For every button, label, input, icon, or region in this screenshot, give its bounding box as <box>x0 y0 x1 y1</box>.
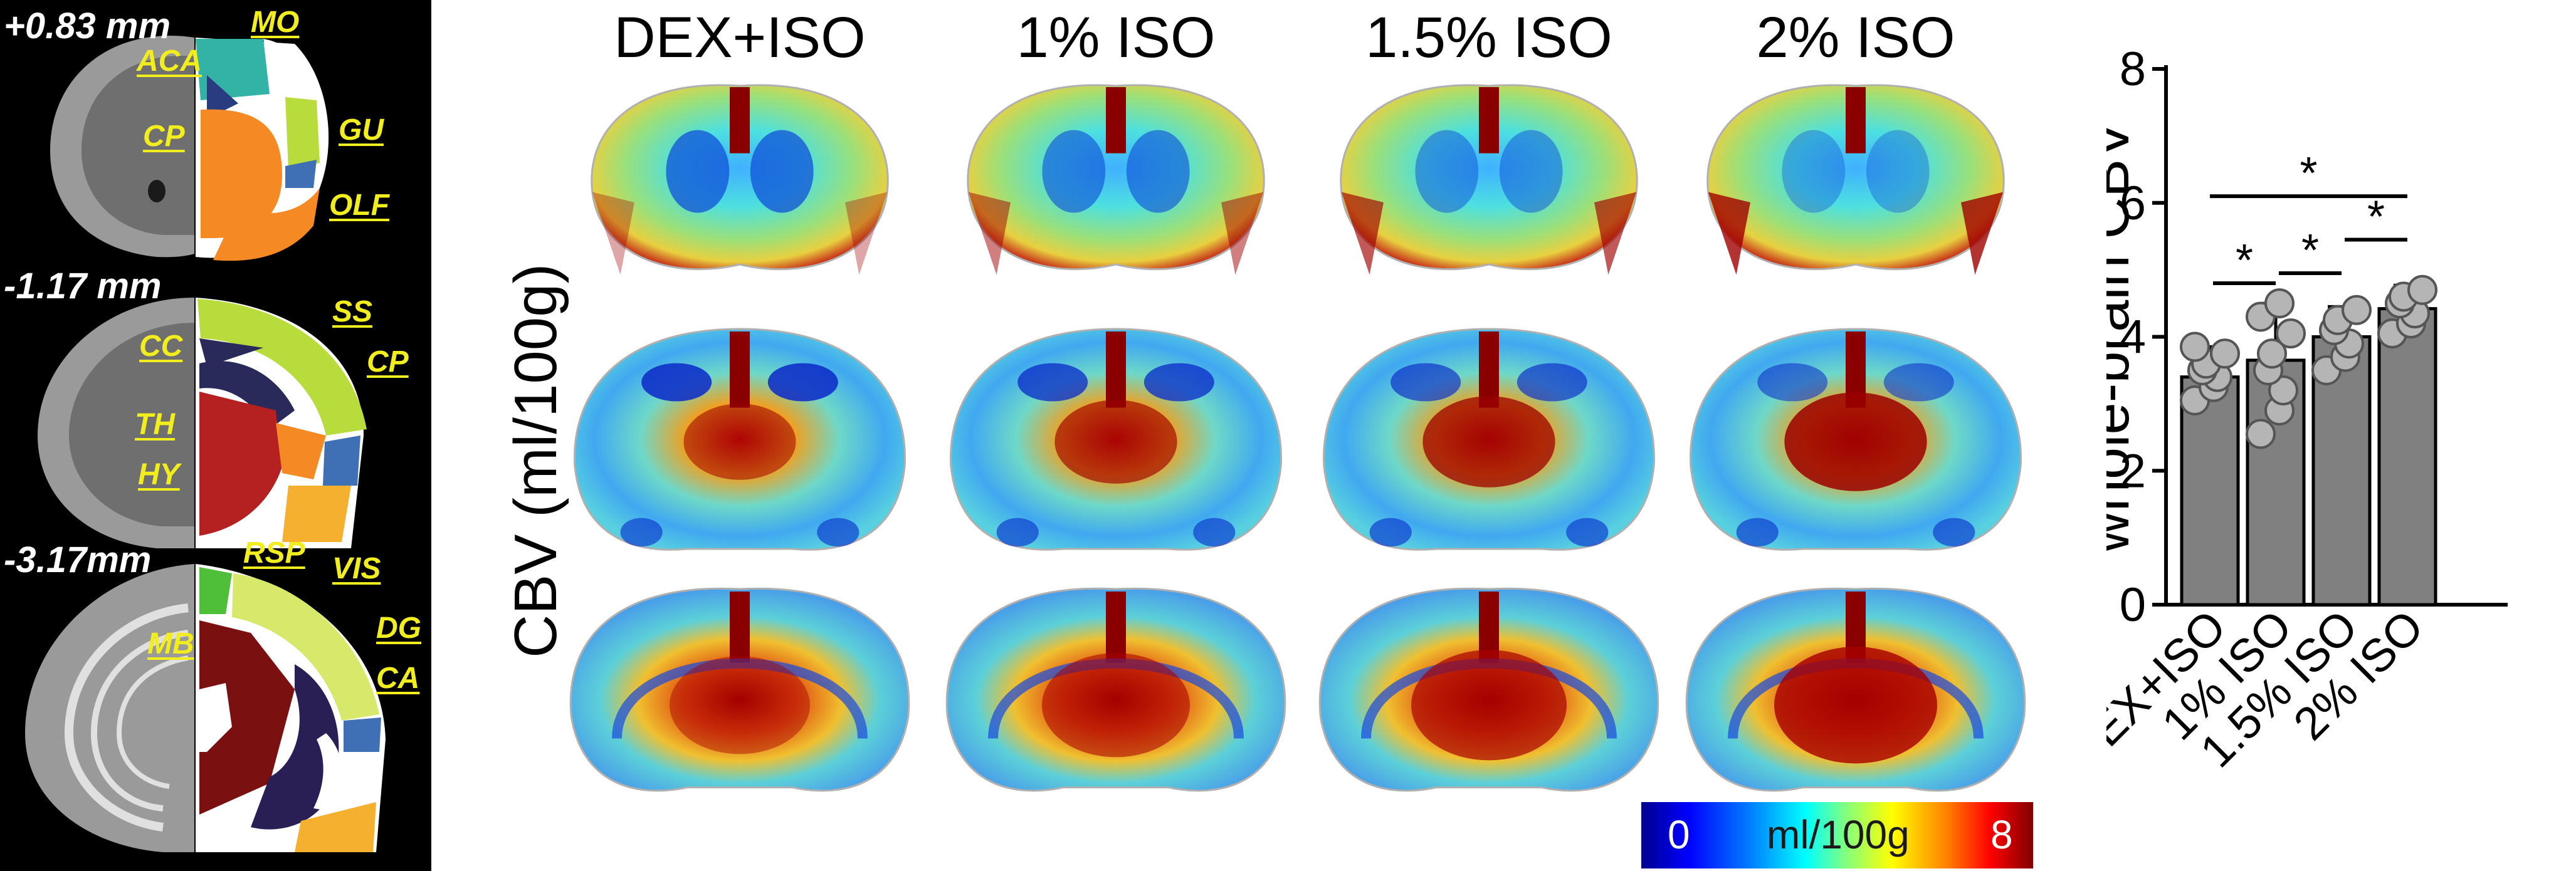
atlas-section-2-illustration <box>38 298 367 548</box>
significance-star-1: * <box>2301 226 2319 276</box>
column-title-1pct-iso: 1% ISO <box>1016 6 1216 70</box>
significance-star-0: * <box>2236 236 2253 286</box>
atlas-section-1-illustration <box>50 35 329 261</box>
data-point-0-6 <box>2180 331 2210 362</box>
atlas-label-ss: SS <box>332 295 373 328</box>
cbv-map-row2-col4 <box>1690 328 2022 551</box>
cbv-map-row1-col3 <box>1340 84 1638 275</box>
atlas-section-2: -1.17 mm SS CC CP TH HY <box>0 266 431 567</box>
y-tick-label-6: 6 <box>2120 177 2146 230</box>
colorbar-unit-label: ml/100g <box>1767 812 1910 857</box>
atlas-section-3-illustration <box>25 564 386 852</box>
cbv-map-row2-col1 <box>574 328 906 551</box>
data-point-2-5 <box>2342 295 2372 325</box>
y-tick-label-2: 2 <box>2120 444 2146 498</box>
atlas-label-mb: MB <box>147 627 194 660</box>
atlas-label-vis: VIS <box>332 552 381 585</box>
data-point-1-5 <box>2276 318 2306 349</box>
cbv-map-row1-col1 <box>591 84 889 275</box>
cbv-map-row1-col2 <box>967 84 1265 275</box>
atlas-label-cp-2: CP <box>367 345 409 378</box>
atlas-label-ca: CA <box>376 662 420 695</box>
cbv-map-row3-col4 <box>1685 587 2026 792</box>
atlas-coord-2: -1.17 mm <box>4 266 162 306</box>
data-point-1-0 <box>2246 419 2276 449</box>
colorbar-max-label: 8 <box>1990 812 2013 857</box>
data-point-1-4 <box>2257 338 2287 369</box>
atlas-label-cp-1: CP <box>143 120 185 153</box>
data-point-0-5 <box>2210 338 2240 369</box>
atlas-label-th: TH <box>135 408 175 441</box>
colorbar-min-label: 0 <box>1668 812 1690 857</box>
significance-star-2: * <box>2367 192 2385 243</box>
atlas-label-cc: CC <box>139 330 183 363</box>
data-point-1-2 <box>2268 375 2298 405</box>
cbv-map-row2-col3 <box>1323 328 1655 551</box>
cbv-map-row3-col1 <box>569 587 910 792</box>
y-tick-label-8: 8 <box>2120 43 2146 96</box>
atlas-label-mo: MO <box>251 6 300 39</box>
y-tick-label-4: 4 <box>2120 311 2146 364</box>
column-title-dex-iso: DEX+ISO <box>614 6 866 70</box>
column-title-1-5pct-iso: 1.5% ISO <box>1365 6 1612 70</box>
cbv-colorbar <box>1641 802 2033 868</box>
atlas-label-hy: HY <box>138 458 180 491</box>
cbv-map-row3-col3 <box>1318 587 1659 792</box>
y-tick-label-0: 0 <box>2120 578 2146 632</box>
column-title-2pct-iso: 2% ISO <box>1756 6 1955 70</box>
maps-y-axis-label: CBV (ml/100g) <box>502 263 569 658</box>
atlas-panel: +0.83 mm MO ACA CP GU OLF -1.17 mm SS CC… <box>0 0 431 871</box>
atlas-coord-1: +0.83 mm <box>4 6 171 46</box>
cbv-map-row1-col4 <box>1706 84 2005 275</box>
bar-3 <box>2377 307 2437 607</box>
atlas-label-aca: ACA <box>137 44 202 78</box>
atlas-label-olf: OLF <box>329 189 389 222</box>
data-point-1-7 <box>2264 288 2295 319</box>
atlas-label-gu: GU <box>339 113 384 147</box>
atlas-coord-3: -3.17mm <box>4 540 152 580</box>
cbv-map-row2-col2 <box>950 328 1282 551</box>
data-point-3-5 <box>2407 274 2437 305</box>
atlas-section-3: -3.17mm RSP VIS MB DG CA <box>0 536 431 852</box>
atlas-section-1: +0.83 mm MO ACA CP GU OLF <box>0 0 431 288</box>
cbv-map-row3-col2 <box>945 587 1286 792</box>
bar-chart-y-axis-label: whole-brain CBV <box>2106 120 2141 553</box>
atlas-label-dg: DG <box>376 612 421 645</box>
atlas-label-rsp: RSP <box>243 536 305 570</box>
significance-star-3: * <box>2300 149 2317 199</box>
